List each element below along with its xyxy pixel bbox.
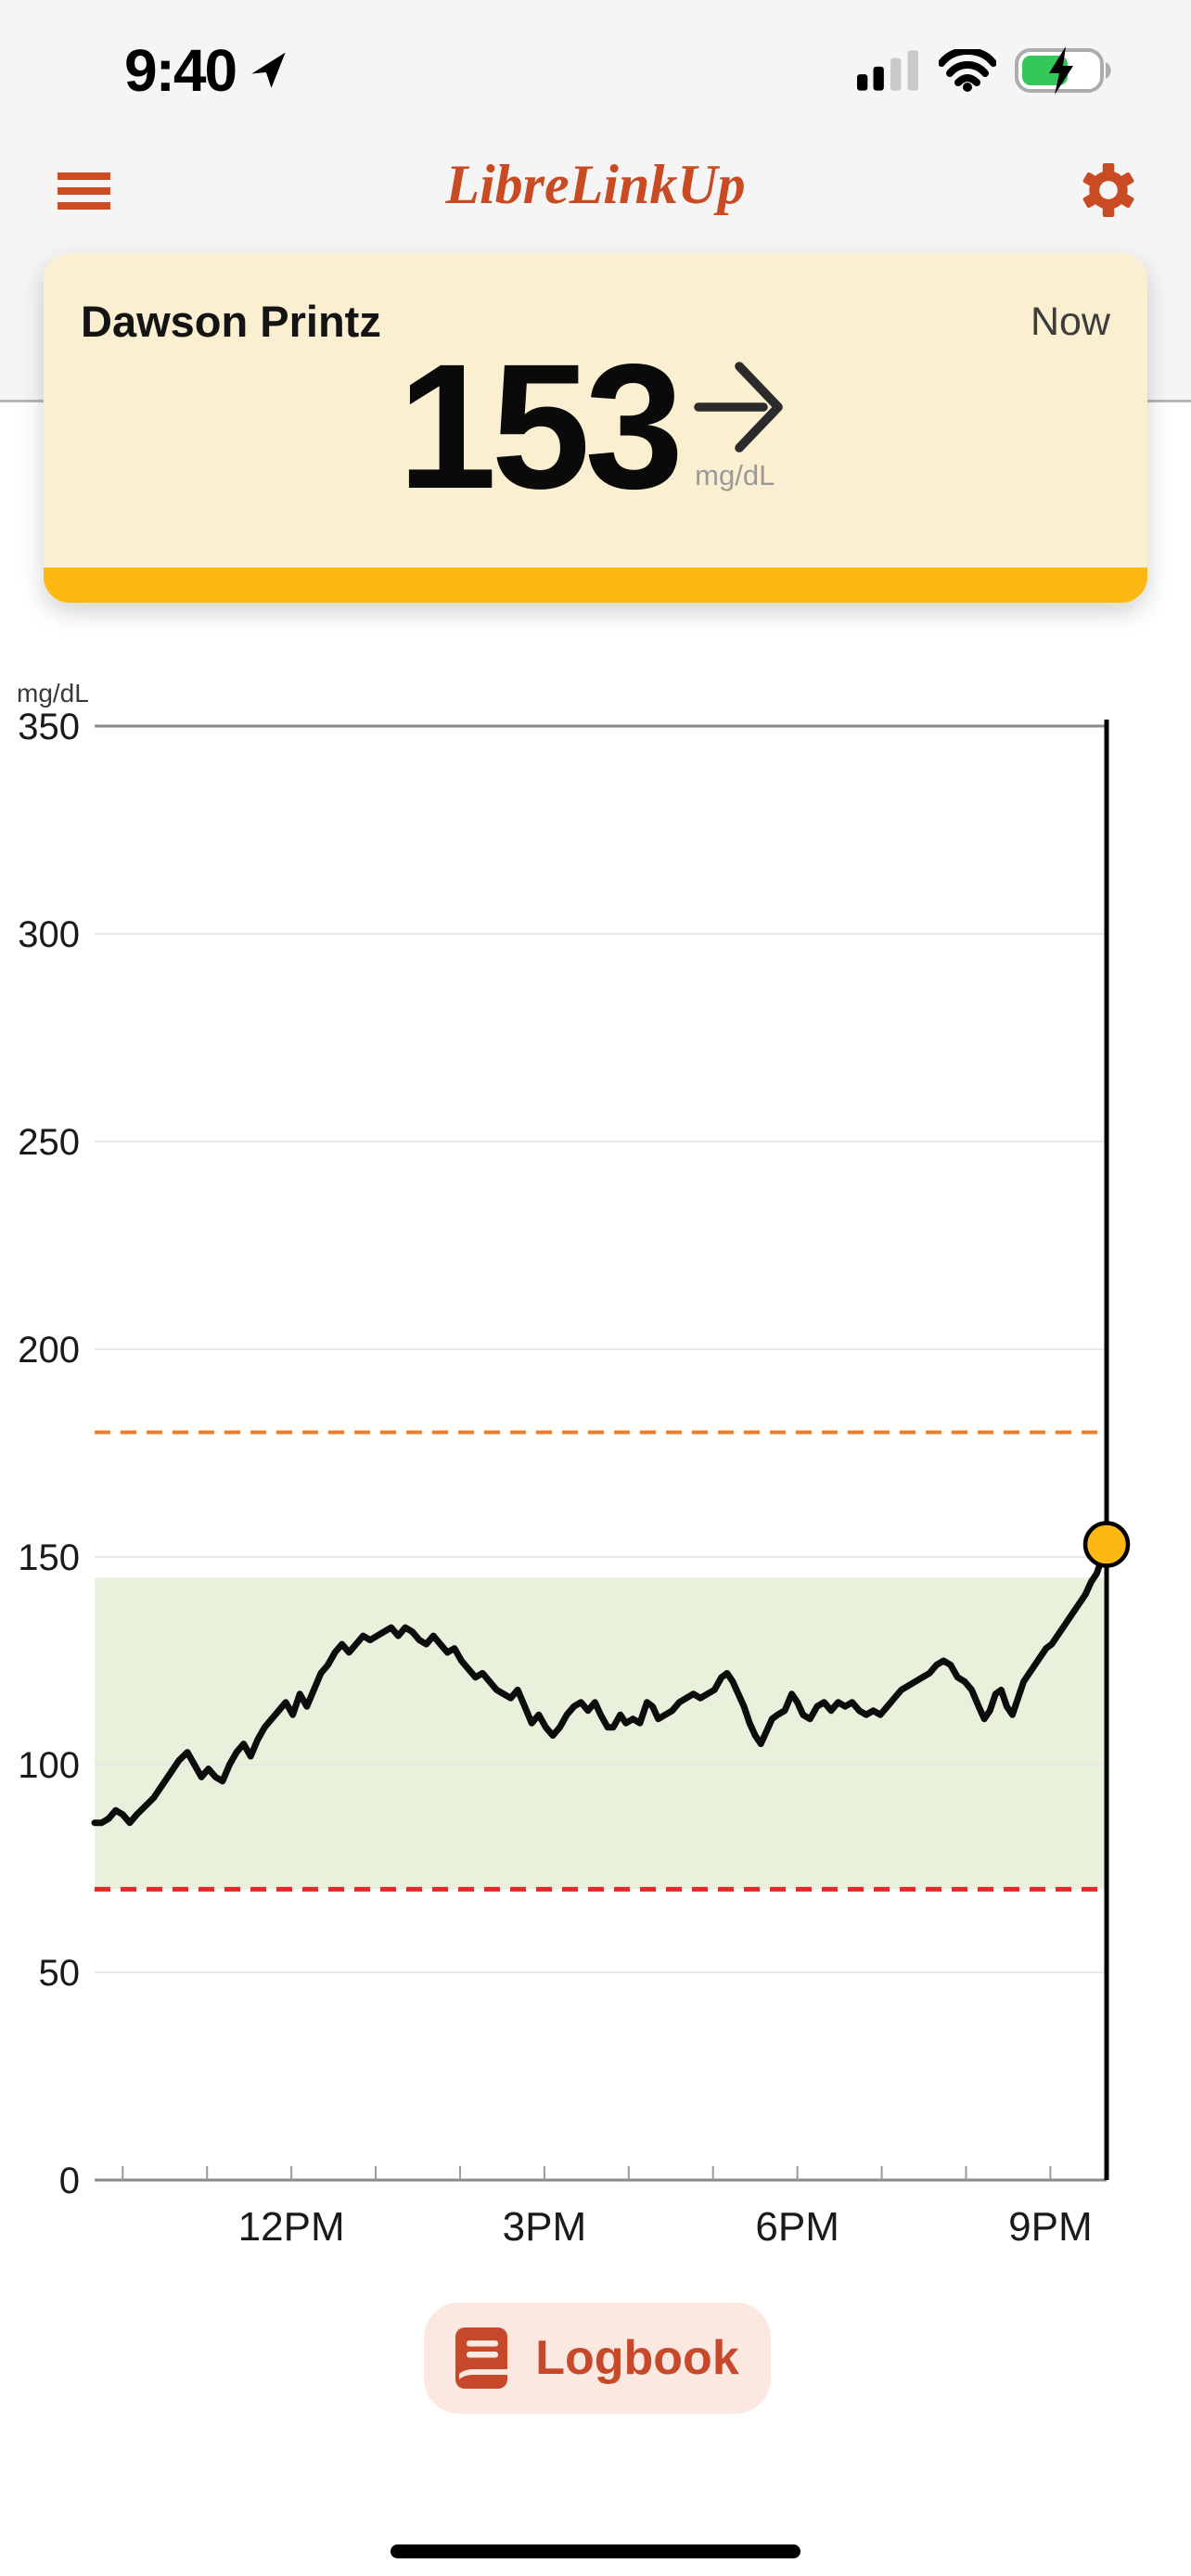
wifi-icon [939, 49, 996, 92]
cellular-signal-icon [857, 50, 918, 91]
svg-text:6PM: 6PM [755, 2204, 839, 2250]
home-indicator[interactable] [391, 2544, 800, 2558]
svg-text:0: 0 [59, 2161, 80, 2201]
svg-text:3PM: 3PM [503, 2204, 586, 2250]
svg-text:9PM: 9PM [1008, 2204, 1092, 2250]
patient-name: Dawson Printz [81, 297, 381, 346]
status-icons [857, 46, 1113, 95]
svg-text:150: 150 [18, 1537, 80, 1578]
svg-text:100: 100 [18, 1745, 80, 1786]
glucose-reading-row: 153 mg/dL [44, 326, 1147, 526]
trend-steady-arrow-icon [694, 362, 783, 453]
book-icon [455, 2327, 508, 2389]
card-status-color-bar [44, 567, 1147, 603]
location-arrow-icon [251, 52, 286, 88]
settings-gear-icon[interactable] [1082, 163, 1135, 217]
svg-text:250: 250 [18, 1122, 80, 1163]
glucose-value: 153 [397, 326, 684, 526]
svg-text:350: 350 [18, 707, 80, 747]
svg-text:50: 50 [39, 1953, 81, 1994]
patient-card[interactable]: Dawson Printz Now 153 mg/dL [44, 253, 1147, 603]
svg-text:12PM: 12PM [238, 2204, 345, 2250]
reading-timestamp: Now [1030, 300, 1110, 344]
menu-hamburger-icon[interactable] [58, 172, 110, 217]
svg-text:200: 200 [18, 1330, 80, 1371]
battery-charging-icon [1015, 46, 1111, 95]
status-bar: 9:40 [0, 37, 1191, 104]
logbook-label: Logbook [535, 2331, 739, 2385]
svg-text:300: 300 [18, 914, 80, 955]
app-title: LibreLinkUp [445, 154, 746, 215]
svg-text:mg/dL: mg/dL [17, 679, 89, 708]
logbook-button[interactable]: Logbook [424, 2302, 771, 2414]
glucose-unit: mg/dL [695, 459, 775, 491]
nav-row: LibreLinkUp [0, 148, 1191, 232]
status-time: 9:40 [124, 37, 237, 104]
